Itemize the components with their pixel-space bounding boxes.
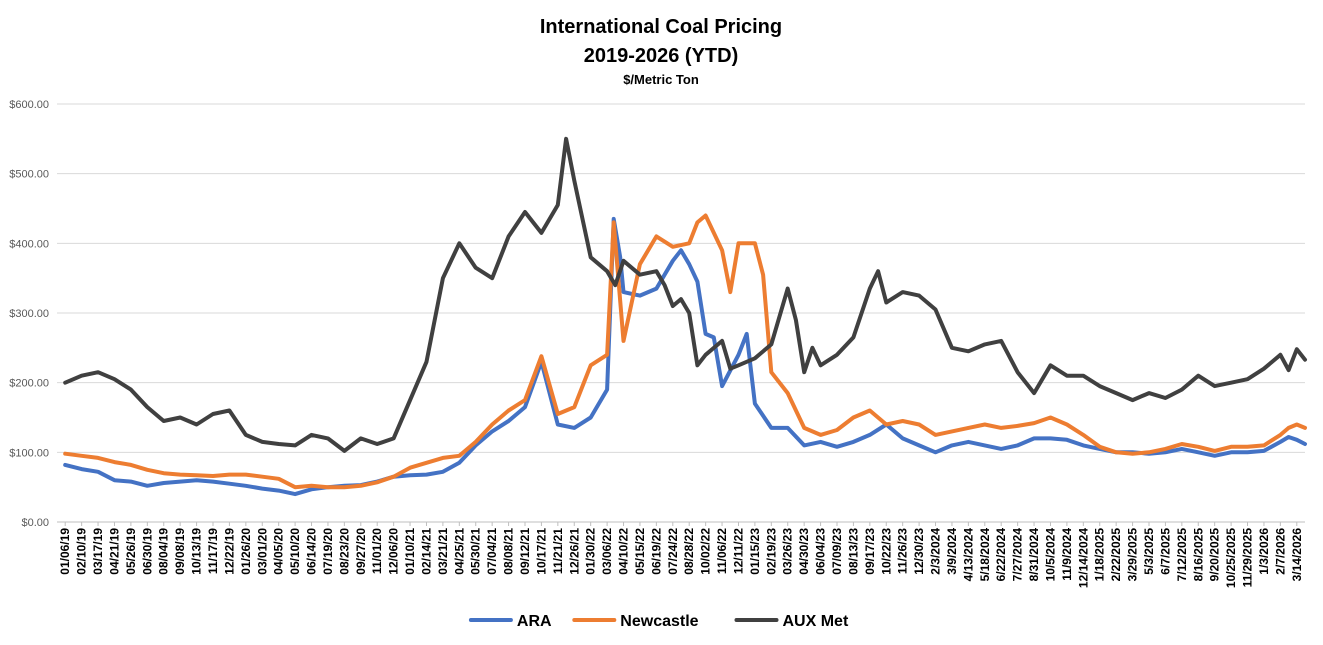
x-tick-label: 11/01/20 (370, 528, 384, 574)
x-tick-label: 01/26/20 (239, 528, 253, 575)
x-tick-label: 01/30/22 (584, 528, 598, 575)
x-tick-label: 06/30/19 (140, 528, 154, 575)
x-tick-label: 2/3/2024 (929, 528, 943, 575)
x-tick-label: 06/04/23 (814, 528, 828, 575)
x-tick-label: 12/06/20 (387, 528, 401, 575)
x-tick-label: 02/10/19 (75, 528, 89, 575)
x-tick-label: 05/30/21 (469, 528, 483, 575)
x-tick-label: 06/14/20 (305, 528, 319, 575)
x-tick-label: 10/25/2025 (1224, 528, 1238, 588)
x-tick-label: 2/7/2026 (1273, 528, 1287, 575)
x-tick-label: 7/12/2025 (1175, 528, 1189, 582)
series-line-newcastle (63, 213, 1307, 490)
x-tick-label: 01/10/21 (403, 528, 417, 575)
x-tick-label: 4/13/2024 (961, 528, 975, 582)
x-tick-label: 11/9/2024 (1060, 528, 1074, 581)
x-tick-label: 04/30/23 (797, 528, 811, 575)
legend-label-ara: ARA (517, 613, 552, 630)
x-tick-label: 09/17/23 (863, 528, 877, 575)
x-tick-label: 8/16/2025 (1191, 528, 1205, 582)
grid-lines (57, 103, 1305, 523)
x-tick-label: 07/04/21 (485, 528, 499, 575)
x-tick-label: 02/19/23 (764, 528, 778, 575)
y-tick-label: $100.00 (9, 447, 49, 459)
x-tick-label: 6/22/2024 (994, 528, 1008, 582)
x-tick-label: 08/13/23 (846, 528, 860, 575)
x-tick-label: 11/17/19 (206, 528, 220, 574)
x-tick-label: 07/09/23 (830, 528, 844, 575)
chart-legend: ARA Newcastle AUX Met (468, 613, 849, 630)
x-tick-label: 10/17/21 (534, 528, 548, 575)
x-tick-label: 12/14/2024 (1076, 528, 1090, 588)
x-tick-label: 10/13/19 (190, 528, 204, 575)
x-tick-label: 10/02/22 (699, 528, 713, 575)
x-tick-label: 06/19/22 (649, 528, 663, 575)
x-tick-label: 2/22/2025 (1109, 528, 1123, 582)
x-tick-label: 08/23/20 (337, 528, 351, 575)
x-tick-label: 5/3/2025 (1142, 528, 1156, 575)
x-tick-label: 03/21/21 (436, 528, 450, 575)
x-tick-label: 03/06/22 (600, 528, 614, 575)
x-axis-ticks: 01/06/19 02/10/19 03/17/19 04/21/19 05/26/19… (58, 522, 1304, 588)
x-tick-label: 04/25/21 (452, 528, 466, 575)
x-tick-label: 05/15/22 (633, 528, 647, 575)
x-tick-label: 3/14/2026 (1290, 528, 1304, 582)
x-tick-label: 03/17/19 (91, 528, 105, 575)
x-tick-label: 8/31/2024 (1027, 528, 1041, 582)
x-tick-label: 12/22/19 (222, 528, 236, 575)
x-tick-label: 5/18/2024 (978, 528, 992, 582)
x-tick-label: 01/06/19 (58, 528, 72, 575)
x-tick-label: 1/3/2026 (1257, 528, 1271, 575)
x-tick-label: 10/5/2024 (1043, 528, 1057, 582)
x-tick-label: 11/06/22 (715, 528, 729, 574)
y-tick-label: $400.00 (9, 238, 49, 250)
chart-unit-label: $/Metric Ton (623, 72, 699, 87)
x-tick-label: 04/21/19 (107, 528, 121, 575)
legend-label-aux-met: AUX Met (783, 613, 849, 630)
x-tick-label: 03/01/20 (255, 528, 269, 575)
x-tick-label: 09/12/21 (518, 528, 532, 575)
x-tick-label: 07/24/22 (666, 528, 680, 575)
x-tick-label: 05/10/20 (288, 528, 302, 575)
x-tick-label: 11/26/23 (896, 528, 910, 574)
y-tick-label: $300.00 (9, 308, 49, 320)
x-tick-label: 01/15/23 (748, 528, 762, 575)
x-tick-label: 08/28/22 (682, 528, 696, 575)
x-tick-label: 3/29/2025 (1126, 528, 1140, 582)
x-tick-label: 08/08/21 (502, 528, 516, 575)
x-tick-label: 12/26/21 (567, 528, 581, 575)
x-tick-label: 09/27/20 (354, 528, 368, 575)
x-tick-label: 04/05/20 (272, 528, 286, 575)
x-tick-label: 10/22/23 (879, 528, 893, 575)
x-tick-label: 02/14/21 (419, 528, 433, 575)
chart-title: International Coal Pricing (540, 16, 782, 38)
chart-subtitle: 2019-2026 (YTD) (584, 45, 739, 67)
x-tick-label: 05/26/19 (124, 528, 138, 575)
x-tick-label: 04/10/22 (617, 528, 631, 575)
y-tick-label: $500.00 (9, 169, 49, 181)
x-tick-label: 12/30/23 (912, 528, 926, 575)
y-tick-label: $200.00 (9, 378, 49, 390)
x-tick-label: 11/21/21 (551, 528, 565, 574)
y-tick-label: $600.00 (9, 99, 49, 111)
y-axis-ticks: $0.00 $100.00 $200.00 $300.00 $400.00 $500.00… (9, 99, 49, 529)
x-tick-label: 9/20/2025 (1208, 528, 1222, 582)
x-tick-label: 1/18/2025 (1093, 528, 1107, 582)
x-tick-label: 03/26/23 (781, 528, 795, 575)
x-tick-label: 6/7/2025 (1158, 528, 1172, 575)
x-tick-label: 7/27/2024 (1011, 528, 1025, 582)
legend-label-newcastle: Newcastle (620, 613, 698, 630)
x-tick-label: 12/11/22 (731, 528, 745, 574)
y-tick-label: $0.00 (21, 517, 49, 529)
x-tick-label: 3/9/2024 (945, 528, 959, 575)
x-tick-label: 11/29/2025 (1241, 528, 1255, 588)
x-tick-label: 07/19/20 (321, 528, 335, 575)
x-tick-label: 08/04/19 (157, 528, 171, 575)
x-tick-label: 09/08/19 (173, 528, 187, 575)
series-line-aux-met (63, 136, 1307, 453)
series-lines (63, 136, 1307, 497)
